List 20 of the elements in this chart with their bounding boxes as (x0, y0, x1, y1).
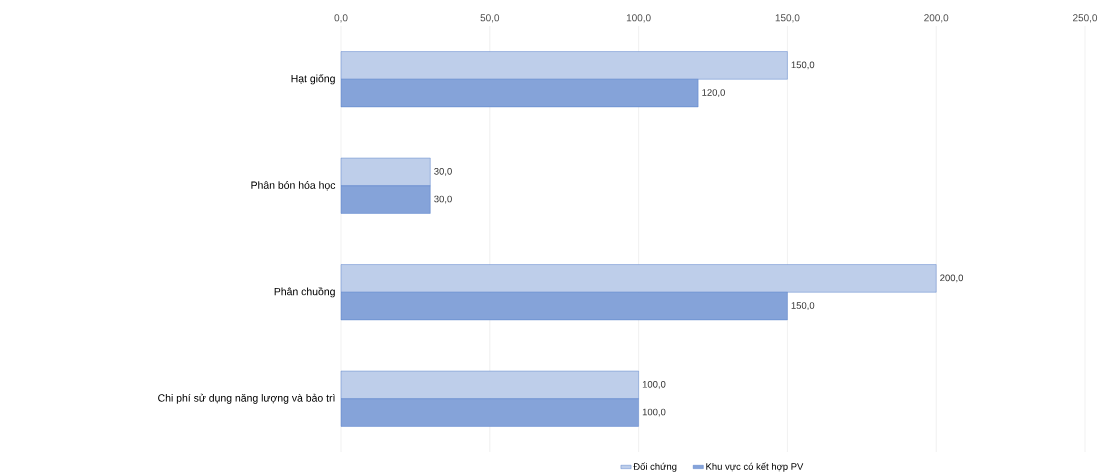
data-label: 150,0 (791, 61, 815, 70)
data-label: 200,0 (940, 274, 964, 283)
x-tick-label: 250,0 (1073, 14, 1098, 23)
legend-label: Đối chứng (633, 462, 677, 472)
y-tick-label: Chi phí sử dụng năng lượng và bảo trì (158, 393, 335, 404)
legend-label: Khu vực có kết hợp PV (706, 462, 804, 472)
x-tick-label: 200,0 (924, 14, 949, 23)
data-label: 30,0 (434, 167, 452, 176)
x-tick-label: 150,0 (775, 14, 800, 23)
x-tick-label: 0,0 (334, 14, 348, 23)
y-tick-label: Phân chuồng (274, 287, 335, 298)
y-tick-label: Hạt giống (291, 74, 335, 85)
data-label: 100,0 (642, 380, 666, 389)
x-tick-label: 50,0 (480, 14, 500, 23)
data-label: 120,0 (702, 89, 725, 97)
y-tick-label: Phân bón hóa học (251, 181, 336, 191)
data-label: 100,0 (642, 408, 666, 417)
data-label: 150,0 (791, 302, 815, 310)
x-tick-label: 100,0 (626, 14, 651, 23)
data-label: 30,0 (434, 195, 452, 204)
